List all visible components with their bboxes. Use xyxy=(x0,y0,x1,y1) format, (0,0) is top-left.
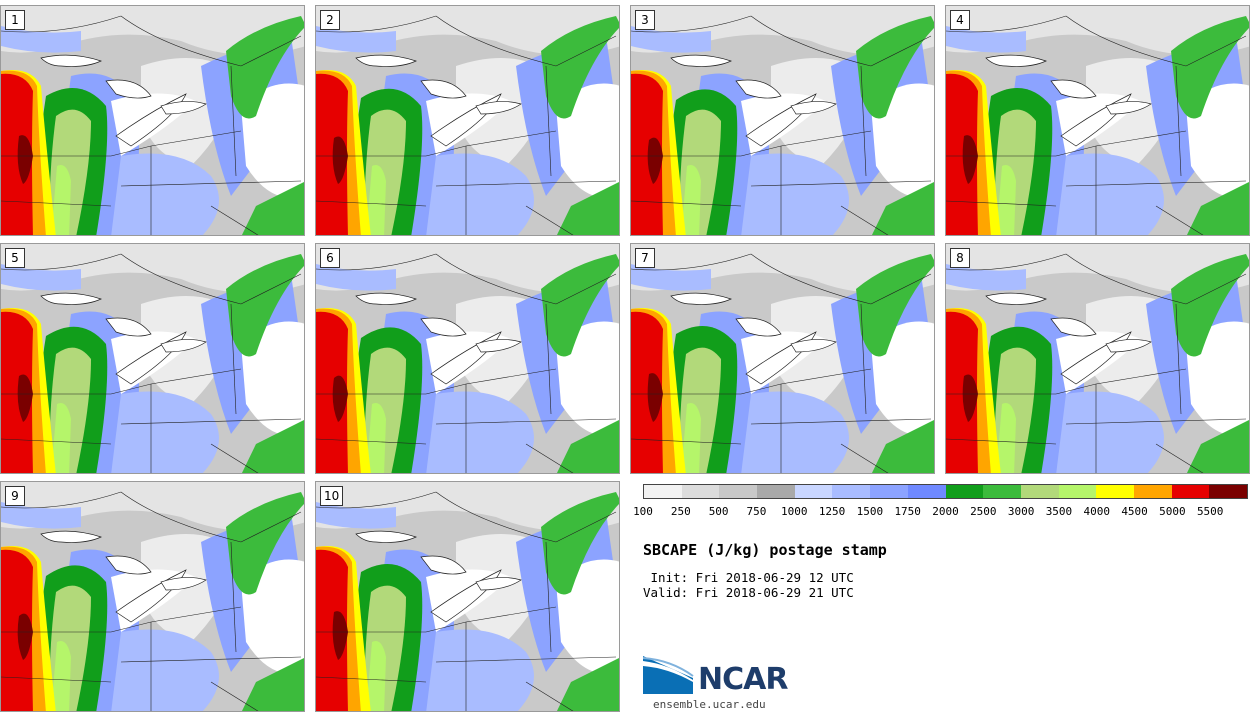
colorbar-swatch xyxy=(794,485,833,498)
member-number-label: 10 xyxy=(320,486,344,506)
colorbar-tick-label: 4000 xyxy=(1083,505,1111,518)
ncar-logo-icon xyxy=(643,656,694,694)
colorbar-tick-label: 3000 xyxy=(1007,505,1035,518)
colorbar-tick-label: 3500 xyxy=(1045,505,1073,518)
colorbar-tick-label: 750 xyxy=(746,505,767,518)
member-number-label: 1 xyxy=(5,10,25,30)
member-number-label: 9 xyxy=(5,486,25,506)
colorbar-swatch xyxy=(870,485,908,498)
valid-time: Valid: Fri 2018-06-29 21 UTC xyxy=(643,585,854,600)
member-number-label: 8 xyxy=(950,248,970,268)
sbcape-map xyxy=(316,6,619,235)
colorbar-swatch xyxy=(681,485,720,498)
sbcape-map xyxy=(316,482,619,711)
sbcape-map xyxy=(1,6,304,235)
colorbar-tick-label: 1000 xyxy=(781,505,808,518)
member-number-label: 3 xyxy=(635,10,655,30)
chart-title: SBCAPE (J/kg) postage stamp xyxy=(643,541,887,559)
sbcape-map xyxy=(631,244,934,473)
member-number-label: 2 xyxy=(320,10,340,30)
colorbar-tick-label: 1500 xyxy=(856,505,884,518)
colorbar-tick-label: 4500 xyxy=(1121,505,1148,518)
member-panel: 7 xyxy=(630,243,935,474)
member-panel: 8 xyxy=(945,243,1250,474)
colorbar-swatch xyxy=(1096,485,1134,498)
member-panel: 4 xyxy=(945,5,1250,236)
sbcape-map xyxy=(316,244,619,473)
colorbar-swatch xyxy=(945,485,984,498)
colorbar-swatch xyxy=(1058,485,1097,498)
colorbar-tick-label: 500 xyxy=(708,505,729,518)
sbcape-map xyxy=(631,6,934,235)
colorbar xyxy=(643,484,1248,499)
logo-url: ensemble.ucar.edu xyxy=(653,698,766,711)
member-number-label: 4 xyxy=(950,10,970,30)
member-panel: 6 xyxy=(315,243,620,474)
colorbar-swatch xyxy=(1133,485,1172,498)
sbcape-map xyxy=(946,244,1249,473)
colorbar-swatch xyxy=(719,485,758,498)
colorbar-tick-label: 1750 xyxy=(894,505,921,518)
colorbar-tick-label: 5500 xyxy=(1196,505,1224,518)
colorbar-swatch xyxy=(1209,485,1247,498)
colorbar-swatch xyxy=(757,485,795,498)
colorbar-swatch xyxy=(644,485,682,498)
colorbar-tick-label: 2500 xyxy=(970,505,997,518)
colorbar-swatch xyxy=(832,485,871,498)
colorbar-tick-label: 5000 xyxy=(1159,505,1186,518)
member-number-label: 5 xyxy=(5,248,25,268)
sbcape-map xyxy=(946,6,1249,235)
colorbar-swatch xyxy=(983,485,1021,498)
member-panel: 2 xyxy=(315,5,620,236)
sbcape-map xyxy=(1,244,304,473)
member-panel: 3 xyxy=(630,5,935,236)
init-time: Init: Fri 2018-06-29 12 UTC xyxy=(643,570,854,585)
colorbar-tick-label: 2000 xyxy=(932,505,959,518)
member-panel: 9 xyxy=(0,481,305,712)
colorbar-tick-label: 100 xyxy=(633,505,653,518)
colorbar-swatch xyxy=(1020,485,1059,498)
colorbar-tick-label: 1250 xyxy=(818,505,846,518)
member-number-label: 6 xyxy=(320,248,340,268)
colorbar-tick-label: 250 xyxy=(670,505,691,518)
colorbar-swatch xyxy=(907,485,946,498)
member-panel: 10 xyxy=(315,481,620,712)
sbcape-map xyxy=(1,482,304,711)
member-panel: 5 xyxy=(0,243,305,474)
colorbar-ticks: 100 250 500 750 1000 1250 1500 1750 2000 2500 3000… xyxy=(633,505,1248,519)
member-panel: 1 xyxy=(0,5,305,236)
colorbar-swatch xyxy=(1171,485,1210,498)
member-number-label: 7 xyxy=(635,248,655,268)
logo-text: NCAR xyxy=(698,662,788,697)
